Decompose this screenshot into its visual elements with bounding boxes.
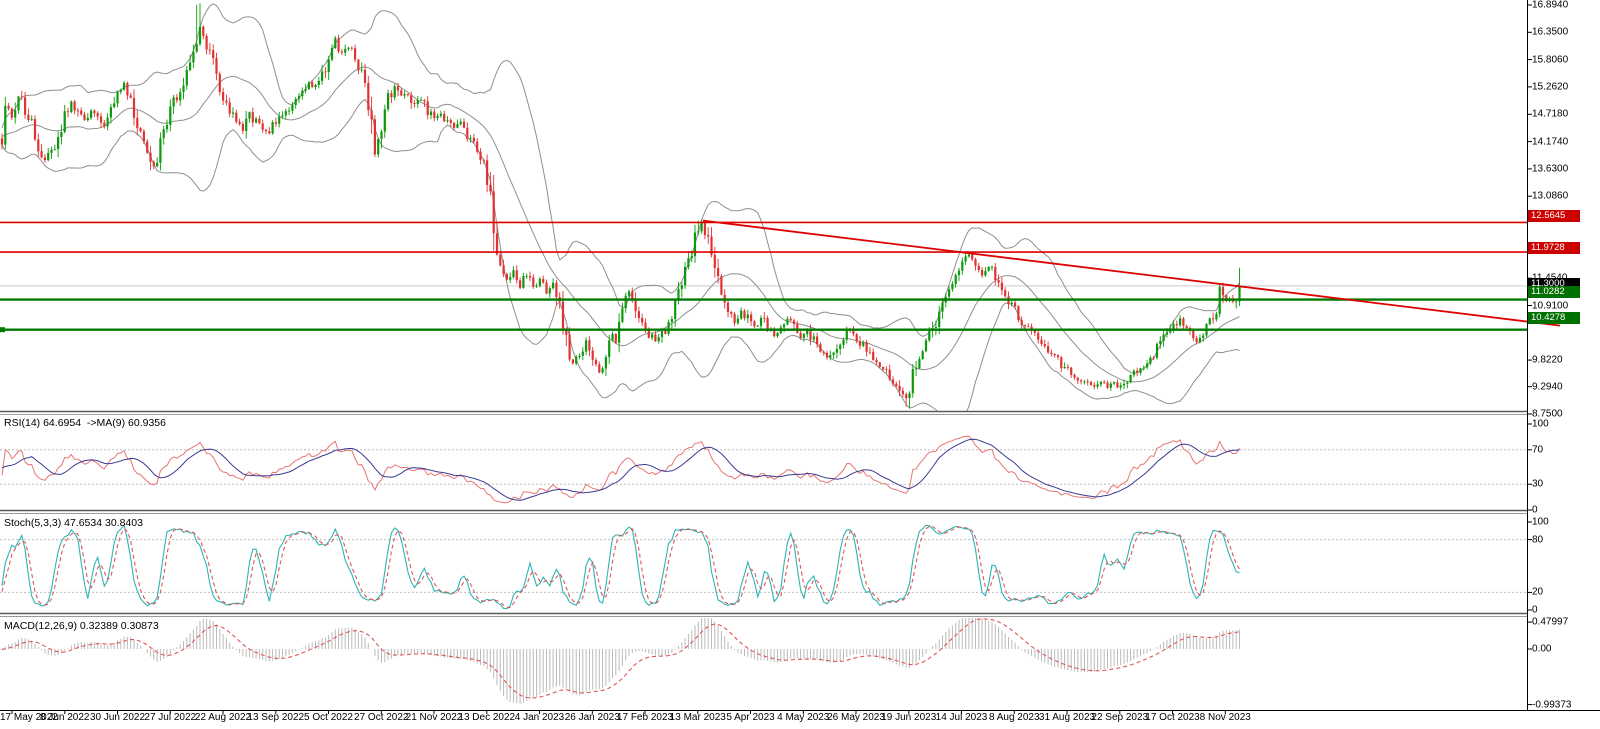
date-axis-label: 14 Jul 2023 (935, 712, 988, 723)
date-axis-label: 30 Jun 2022 (89, 712, 146, 723)
rsi-axis-label: 70 (1532, 444, 1544, 456)
date-axis-label: 13 Mar 2023 (669, 712, 726, 723)
price-badge-support: 11.0282 (1528, 285, 1580, 298)
macd-panel (1, 618, 1240, 704)
stoch-axis-label: 0 (1532, 604, 1538, 616)
rsi-indicator-label: RSI(14) 64.6954 ->MA(9) 60.9356 (4, 417, 166, 429)
line-handle-left[interactable] (0, 327, 5, 333)
rsi-axis-label: 100 (1532, 418, 1549, 430)
candles (0, 3, 1241, 408)
stoch-axis-label: 20 (1532, 586, 1544, 598)
date-axis-label: 19 Jun 2023 (881, 712, 937, 723)
date-axis-label: 8 Nov 2023 (1199, 712, 1251, 723)
stoch-axis-label: 80 (1532, 534, 1544, 546)
macd-indicator-label: MACD(12,26,9) 0.32389 0.30873 (4, 620, 159, 632)
date-axis-label: 4 May 2023 (777, 712, 830, 723)
price-badge-resistance: 12.5645 (1528, 210, 1580, 223)
date-axis-label: 17 Oct 2023 (1145, 712, 1200, 723)
date-axis-label: 4 Jan 2023 (514, 712, 565, 723)
rsi-ma-line (1, 438, 1240, 501)
rsi-axis-label: 30 (1532, 478, 1544, 490)
macd-signal-line (1, 618, 1240, 699)
descending-trendline[interactable] (702, 219, 1561, 327)
date-axis-label: 22 Aug 2022 (194, 712, 252, 723)
date-axis-label: 8 Aug 2023 (988, 712, 1040, 723)
price-axis-label: 8.7500 (1532, 408, 1563, 420)
date-axis-label: 17 Feb 2023 (616, 712, 674, 723)
date-axis-label: 21 Nov 2022 (405, 712, 463, 723)
price-badge-support: 10.4278 (1528, 311, 1580, 324)
price-axis-label: 15.8060 (1532, 54, 1569, 66)
stoch-k-line (1, 523, 1240, 610)
macd-axis-label: 0.00 (1532, 643, 1552, 655)
price-axis-label: 14.1740 (1532, 136, 1569, 148)
price-axis-label: 9.2940 (1532, 381, 1563, 393)
rsi-axis-label: 0 (1532, 504, 1538, 516)
date-axis-label: 13 Dec 2022 (458, 712, 516, 723)
date-axis-label: 5 Oct 2022 (304, 712, 353, 723)
stoch-indicator-label: Stoch(5,3,3) 47.6534 30.8403 (4, 517, 143, 529)
price-axis-label: 16.3500 (1532, 26, 1569, 38)
price-badge-resistance: 11.9728 (1528, 242, 1580, 255)
date-axis-label: 8 Jun 2022 (40, 712, 90, 723)
date-axis-label: 22 Sep 2023 (1091, 712, 1149, 723)
price-axis-label: 16.8940 (1532, 0, 1569, 11)
date-axis-label: 5 Apr 2023 (726, 712, 775, 723)
rsi-panel (0, 435, 1527, 504)
date-axis-label: 31 Aug 2023 (1038, 712, 1096, 723)
macd-axis-label: 0.47997 (1532, 616, 1569, 628)
date-axis-label: 27 Jul 2022 (144, 712, 197, 723)
price-axis-label: 9.8220 (1532, 354, 1563, 366)
price-axis-label: 14.7180 (1532, 108, 1569, 120)
macd-axis-label: -0.99373 (1532, 699, 1572, 711)
price-axis-label: 13.6300 (1532, 163, 1569, 175)
price-axis-label: 13.0860 (1532, 190, 1569, 202)
rsi-line (1, 435, 1240, 504)
stochastic-panel (0, 523, 1527, 610)
date-axis-label: 26 May 2023 (827, 712, 885, 723)
stoch-axis-label: 100 (1532, 516, 1549, 528)
date-axis-label: 26 Jan 2023 (564, 712, 620, 723)
bollinger-bands (1, 3, 1240, 411)
main-panel (0, 3, 1527, 411)
stoch-d-line (1, 526, 1240, 609)
date-axis-label: 13 Sep 2022 (247, 712, 305, 723)
price-axis-label: 15.2620 (1532, 81, 1569, 93)
price-axis-label: 10.9100 (1532, 300, 1569, 311)
date-axis-label: 27 Oct 2022 (354, 712, 409, 723)
date-axis-label: 17 May 2022 (0, 712, 58, 723)
